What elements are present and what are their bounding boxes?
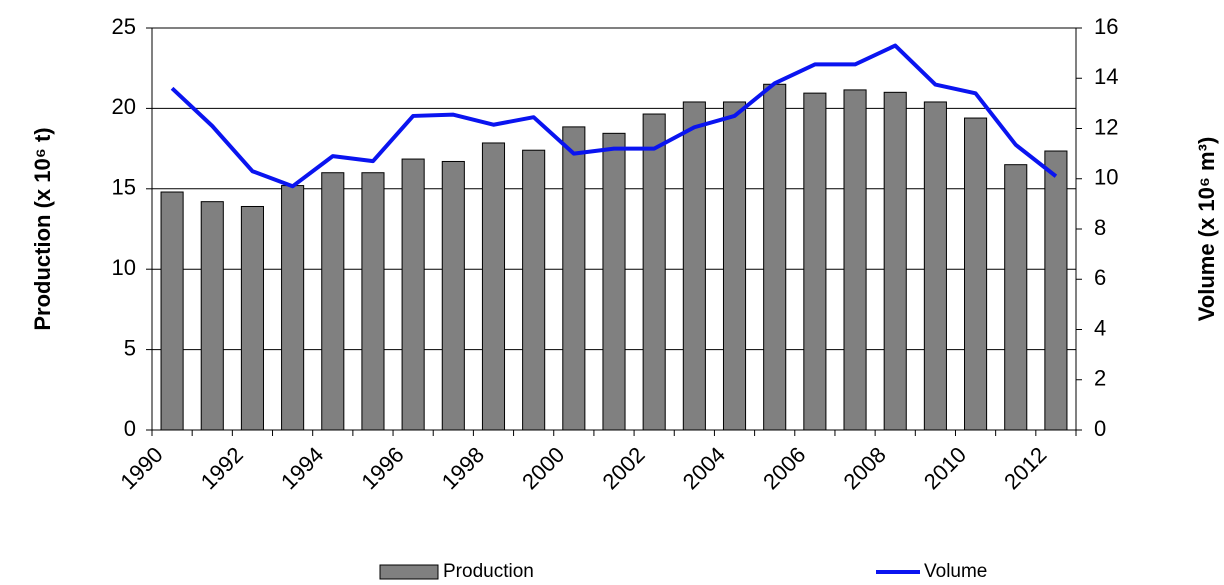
y-tick-label: 25 [112,14,136,39]
y2-tick-label: 10 [1094,165,1118,190]
y2-tick-label: 6 [1094,265,1106,290]
y2-tick-label: 0 [1094,416,1106,441]
bar [562,126,586,431]
x-tick-label: 1998 [437,442,489,494]
bar [321,172,345,431]
bar [803,92,827,431]
x-tick-label: 2002 [597,442,649,494]
y2-tick-label: 8 [1094,215,1106,240]
bar [361,172,385,431]
x-tick-label: 2012 [999,442,1051,494]
y-tick-label: 10 [112,255,136,280]
bar [682,101,706,431]
x-tick-label: 2008 [838,442,890,494]
y2-tick-label: 14 [1094,64,1118,89]
bar [401,158,425,431]
x-tick-label: 2000 [517,442,569,494]
bar [441,160,465,431]
bar [481,142,506,431]
x-tick-label: 2004 [678,442,730,494]
y2-tick-label: 4 [1094,315,1106,340]
x-tick-label: 1992 [196,442,248,494]
bar [642,113,666,431]
bar [602,132,626,431]
bar [883,91,907,431]
y2-tick-label: 16 [1094,14,1118,39]
x-tick-label: 1994 [276,442,328,494]
y-tick-label: 20 [112,94,136,119]
bar [923,101,947,431]
bar [763,83,787,431]
line [170,43,1058,189]
bar [964,117,988,431]
x-tick-label: 1996 [356,442,408,494]
y2-tick-label: 12 [1094,114,1118,139]
legend-label: Production [443,561,534,582]
bar [281,185,305,431]
x-tick-label: 1990 [115,442,167,494]
y-tick-label: 15 [112,175,136,200]
bar [722,101,747,431]
legend-swatch [379,564,439,580]
bar [1004,164,1028,431]
bar [843,89,867,431]
bar [200,201,224,431]
y-axis-title: Production (x 10⁶ t) [30,127,55,330]
x-tick-label: 2006 [758,442,810,494]
bar [522,149,546,431]
bar [240,205,264,431]
bar [1044,150,1068,431]
y-tick-label: 0 [124,416,136,441]
y2-axis-title: Volume (x 10⁶ m³) [1194,137,1219,322]
y-tick-label: 5 [124,335,136,360]
y2-tick-label: 2 [1094,366,1106,391]
x-tick-label: 2010 [919,442,971,494]
bar [160,191,184,431]
legend-label: Volume [924,561,987,582]
